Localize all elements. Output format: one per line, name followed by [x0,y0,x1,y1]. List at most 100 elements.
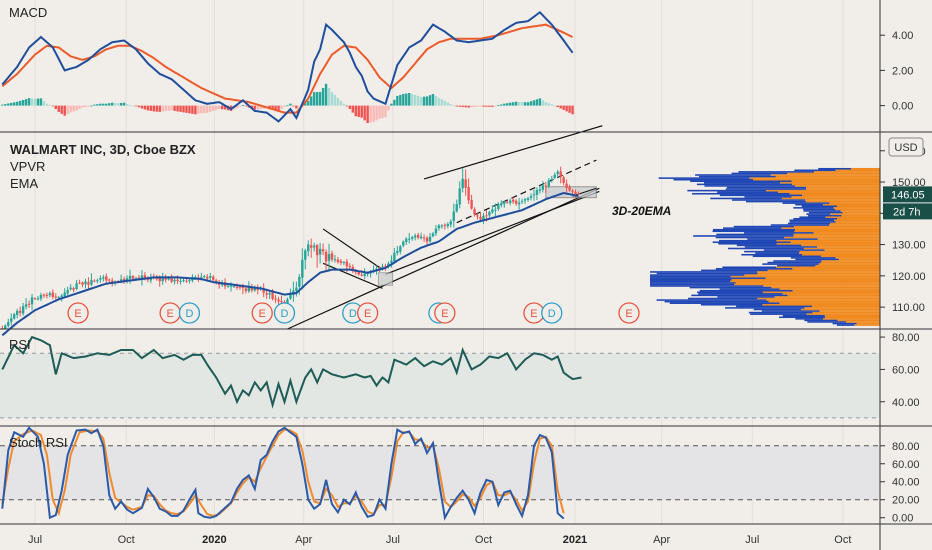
stoch-k-line [1,426,565,521]
vp-bar-up [787,172,880,175]
macd-hist-bar [402,93,405,106]
vp-bar-up [763,285,880,287]
candle-body [476,215,479,217]
vp-bar-down [710,197,782,200]
macd-hist-bar [431,93,435,106]
macd-hist-bar [161,105,164,112]
vp-bar-down [701,269,768,272]
macd-hist-bar [72,105,75,112]
stoch-y-axis: 0.00 20.00 40.00 60.00 80.00 [880,441,920,525]
candle-body [24,304,28,307]
macd-hist-bar [176,105,179,112]
stoch-rsi-pane[interactable]: Stoch RSI 0.00 20.00 40.00 60.00 80.00 [0,426,920,525]
vp-bar-up [757,272,880,275]
macd-hist-bar [289,103,292,106]
earnings-marker[interactable]: E [523,302,545,324]
earnings-marker-circle [251,302,273,324]
macd-hist-bar [568,105,571,113]
currency-badge[interactable] [888,137,924,157]
candle-body [348,265,352,267]
vp-bar-down [700,303,763,306]
macd-hist-bar [164,105,167,111]
price-pane[interactable]: EEDEDDEDEEDE WALMART INC, 3D, Cboe BZX V… [1,125,932,337]
dividend-marker[interactable]: D [541,302,563,324]
macd-hist-bar [241,105,245,106]
dividend-marker-circle [273,302,296,324]
candle-body [170,278,173,282]
earnings-marker[interactable]: E [67,302,89,324]
candle-body [30,297,34,305]
vp-bar-up [830,213,880,215]
macd-hist-bar [48,104,52,106]
vp-bar-up [833,207,880,209]
macd-hist-bar [116,103,120,106]
vp-bar-up [840,210,880,212]
vp-bar-up [799,252,880,254]
candle-body [532,194,536,196]
macd-hist-bar [413,94,417,106]
macd-hist-bar [200,105,203,114]
vp-bar-up [757,271,880,273]
vp-bar-down [787,222,831,225]
macd-pane[interactable]: MACD 0.00 2.00 4.00 [1,5,913,124]
vp-bar-down [770,224,830,226]
macd-hist-bar [179,105,182,112]
candle-body [111,280,114,283]
candle-body [13,314,16,319]
candle-body [179,280,182,282]
dividend-marker[interactable]: D [178,302,201,324]
rsi-pane[interactable]: RSI 40.00 60.00 80.00 [0,332,920,419]
macd-hist-bar [571,105,574,115]
currency-label: USD [894,142,917,154]
macd-tick-label-2: 4.00 [892,30,913,42]
macd-hist-bar [434,95,438,106]
vp-bar-up [789,192,880,195]
vp-bar-down [722,227,782,229]
vp-bar-up [749,177,880,179]
candle-body [143,275,147,279]
macd-hist-bar [99,103,102,106]
macd-hist-bar [509,102,512,106]
candle-body [247,287,251,292]
candle-body [84,281,87,285]
vp-bar-down [808,211,843,214]
candle-body [36,298,40,300]
macd-hist-bar [96,104,99,106]
candle-body [500,203,503,206]
vp-bar-down [795,318,824,320]
candle-body [315,245,319,256]
macd-hist-bar [396,95,399,106]
vp-bar-down [755,252,800,254]
vp-bar-up [801,244,880,247]
trendline-channel-top [423,125,603,180]
vp-bar-down [744,196,792,198]
vp-bar-up [787,294,880,297]
earnings-marker[interactable]: E [159,302,181,324]
earnings-marker[interactable]: E [356,302,379,324]
candle-body [229,285,233,287]
vp-bar-down [761,310,820,312]
vp-bar-down [736,244,802,247]
candle-body [51,292,55,297]
vp-bar-up [731,278,880,281]
vp-bar-down [736,305,813,308]
earnings-marker[interactable]: E [434,302,456,324]
candle-body [541,185,545,190]
candle-body [96,280,99,282]
earnings-marker[interactable]: E [618,302,640,324]
candle-body [18,310,22,313]
macd-hist-bar [158,105,161,112]
dividend-marker[interactable]: D [273,302,296,324]
vp-bar-down [733,225,795,228]
stoch-tick-label-2: 40.00 [892,477,920,489]
vp-bar-up [801,308,880,311]
macd-hist-bar [307,100,310,106]
earnings-marker-label: E [74,308,81,320]
earnings-marker[interactable]: E [251,302,273,324]
candle-body [241,286,245,289]
candle-body [310,245,313,248]
macd-hist-bar [197,105,200,114]
macd-hist-bar [357,105,360,117]
vp-bar-down [691,294,788,297]
